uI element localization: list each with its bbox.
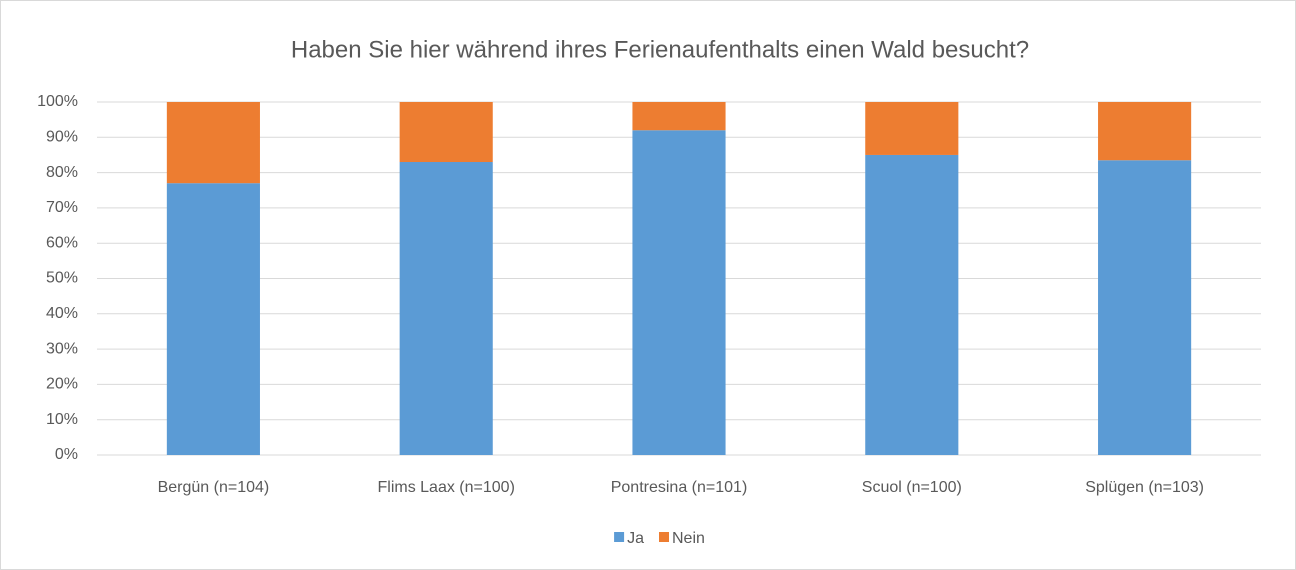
bar-segment [865, 154, 959, 455]
x-tick-label: Bergün (n=104) [158, 479, 270, 496]
legend-label: Nein [672, 530, 705, 547]
x-tick-label: Flims Laax (n=100) [378, 479, 515, 496]
bar-segment [1098, 160, 1192, 455]
legend-swatch [659, 532, 669, 542]
bar-segment [1098, 102, 1192, 161]
legend-label: Ja [627, 530, 644, 547]
y-tick-label: 80% [46, 164, 78, 181]
x-tick-label: Splügen (n=103) [1085, 479, 1204, 496]
y-tick-label: 60% [46, 234, 78, 251]
bar-segment [632, 130, 726, 456]
bar-segment [399, 102, 493, 163]
bar-segment [865, 102, 959, 155]
y-tick-label: 90% [46, 129, 78, 146]
bar-segment [399, 162, 493, 455]
y-tick-label: 70% [46, 199, 78, 216]
chart-title: Haben Sie hier während ihres Ferienaufen… [291, 36, 1029, 63]
bar-segment [166, 183, 260, 455]
legend-swatch [614, 532, 625, 542]
y-tick-label: 30% [46, 340, 78, 357]
y-tick-label: 0% [55, 446, 78, 463]
x-tick-label: Scuol (n=100) [862, 479, 962, 496]
y-tick-label: 100% [37, 93, 78, 110]
y-tick-label: 10% [46, 411, 78, 428]
bar-segment [166, 102, 260, 184]
y-tick-label: 40% [46, 305, 78, 322]
x-tick-label: Pontresina (n=101) [611, 479, 748, 496]
y-tick-label: 50% [46, 270, 78, 287]
y-tick-label: 20% [46, 376, 78, 393]
bar-segment [632, 102, 726, 131]
